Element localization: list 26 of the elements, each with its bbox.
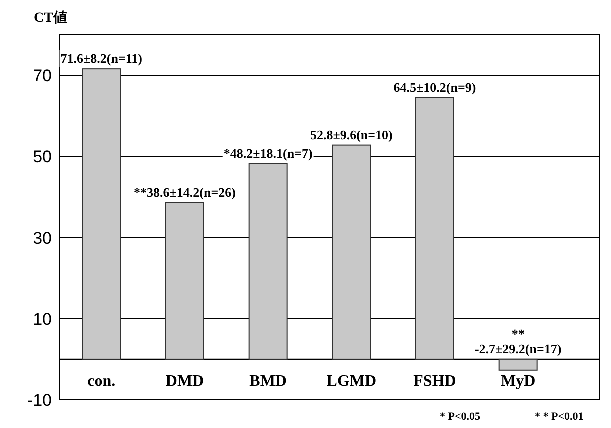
x-tick-label: BMD (250, 372, 287, 390)
x-tick-label: MyD (501, 372, 536, 390)
data-label: *48.2±18.1(n=7) (224, 146, 313, 161)
bar (498, 358, 538, 371)
bar (416, 97, 454, 360)
data-label: ** -2.7±29.2(n=17) (474, 326, 562, 356)
y-tick-label: 50 (33, 148, 52, 167)
data-label: 64.5±10.2(n=9) (394, 80, 476, 95)
x-tick-label: LGMD (326, 372, 377, 390)
x-tick-label: con. (88, 372, 116, 390)
data-label: 71.6±8.2(n=11) (60, 51, 143, 66)
y-tick-label: 30 (33, 228, 52, 248)
y-tick-label: 10 (33, 310, 52, 329)
bar (82, 68, 122, 360)
bar (248, 163, 288, 360)
text: * P<0.05 (440, 411, 481, 423)
x-tick-label: FSHD (414, 372, 456, 390)
y-tick-label: 70 (33, 66, 52, 86)
text: * * P<0.01 (535, 411, 584, 423)
x-tick-label: DMD (166, 372, 204, 390)
bar (166, 202, 204, 360)
data-label: 52.8±9.6(n=10) (310, 127, 393, 142)
bar (332, 144, 372, 360)
data-label: **38.6±14.2(n=26) (134, 184, 236, 200)
y-axis-title: CT値 (34, 10, 68, 26)
y-tick-label: -10 (27, 391, 52, 410)
